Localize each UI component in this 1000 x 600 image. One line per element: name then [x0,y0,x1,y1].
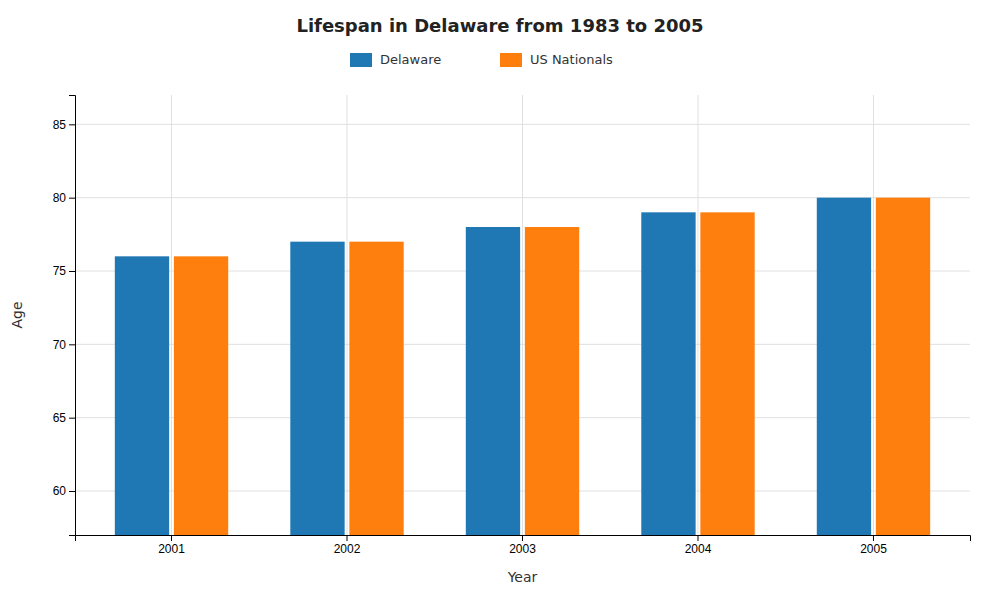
series [115,198,871,535]
x-tick: 2004 [685,535,712,556]
bar [349,242,403,535]
x-tick-mark [522,535,523,541]
y-tick-mark [69,344,75,345]
y-tick: 65 [53,411,75,425]
bar [290,242,344,535]
bar [817,198,871,535]
y-axis-title: Age [9,301,25,328]
x-tick-label: 2001 [158,542,185,556]
legend-swatch [500,53,522,67]
bar [641,212,695,535]
x-tick-label: 2003 [509,542,536,556]
bar [525,227,579,535]
y-tick-label: 80 [53,191,67,205]
bars [115,198,930,535]
x-tick-mark [873,535,874,541]
bar [174,256,228,535]
y-tick: 80 [53,191,75,205]
bar [700,212,754,535]
bar [466,227,520,535]
chart: 2001 2002 2003 2004 2005 60 65 70 75 80 85 Year Age L… [0,0,1000,600]
y-tick-label: 60 [53,484,67,498]
x-tick: 2001 [158,535,185,556]
y-tick-label: 65 [53,411,67,425]
y-tick-mark [69,491,75,492]
x-tick: 2005 [860,535,887,556]
y-tick-mark [69,418,75,419]
grid-line-x [522,95,523,535]
bar [115,256,169,535]
legend-item: US Nationals [500,52,613,67]
y-tick: 60 [53,484,75,498]
legend: Delaware US Nationals [350,52,613,67]
x-tick: 2003 [509,535,536,556]
grid-line-x [697,95,698,535]
plot: 2001 2002 2003 2004 2005 60 65 70 75 80 85 [53,95,971,600]
y-tick-label: 85 [53,118,67,132]
grid-line-x [171,95,172,535]
x-axis-title: Year [507,569,538,585]
x-tick: 2002 [334,535,361,556]
legend-label: US Nationals [530,52,613,67]
x-tick-mark [697,535,698,541]
legend-item: Delaware [350,52,441,67]
x-tick-label: 2002 [334,542,361,556]
x-tick-mark [171,535,172,541]
y-tick-label: 70 [53,338,67,352]
x-tick-label: 2005 [860,542,887,556]
legend-swatch [350,53,372,67]
y-tick-label: 75 [53,264,67,278]
y-tick: 75 [53,264,75,278]
legend-label: Delaware [380,52,441,67]
y-tick-mark [69,198,75,199]
x-tick-mark [347,535,348,541]
x-axis: 2001 2002 2003 2004 2005 [76,535,971,556]
x-axis-line [76,536,971,542]
y-tick-mark [69,124,75,125]
series [174,198,930,535]
y-axis: 60 65 70 75 80 85 [53,96,76,536]
grid-line-x [347,95,348,535]
title: Lifespan in Delaware from 1983 to 2005 [296,15,703,36]
y-axis-line [69,96,76,536]
y-tick: 70 [53,338,75,352]
x-tick-label: 2004 [685,542,712,556]
bar [876,198,930,535]
y-tick: 85 [53,118,75,132]
y-tick-mark [69,271,75,272]
grid-line-x [873,95,874,535]
